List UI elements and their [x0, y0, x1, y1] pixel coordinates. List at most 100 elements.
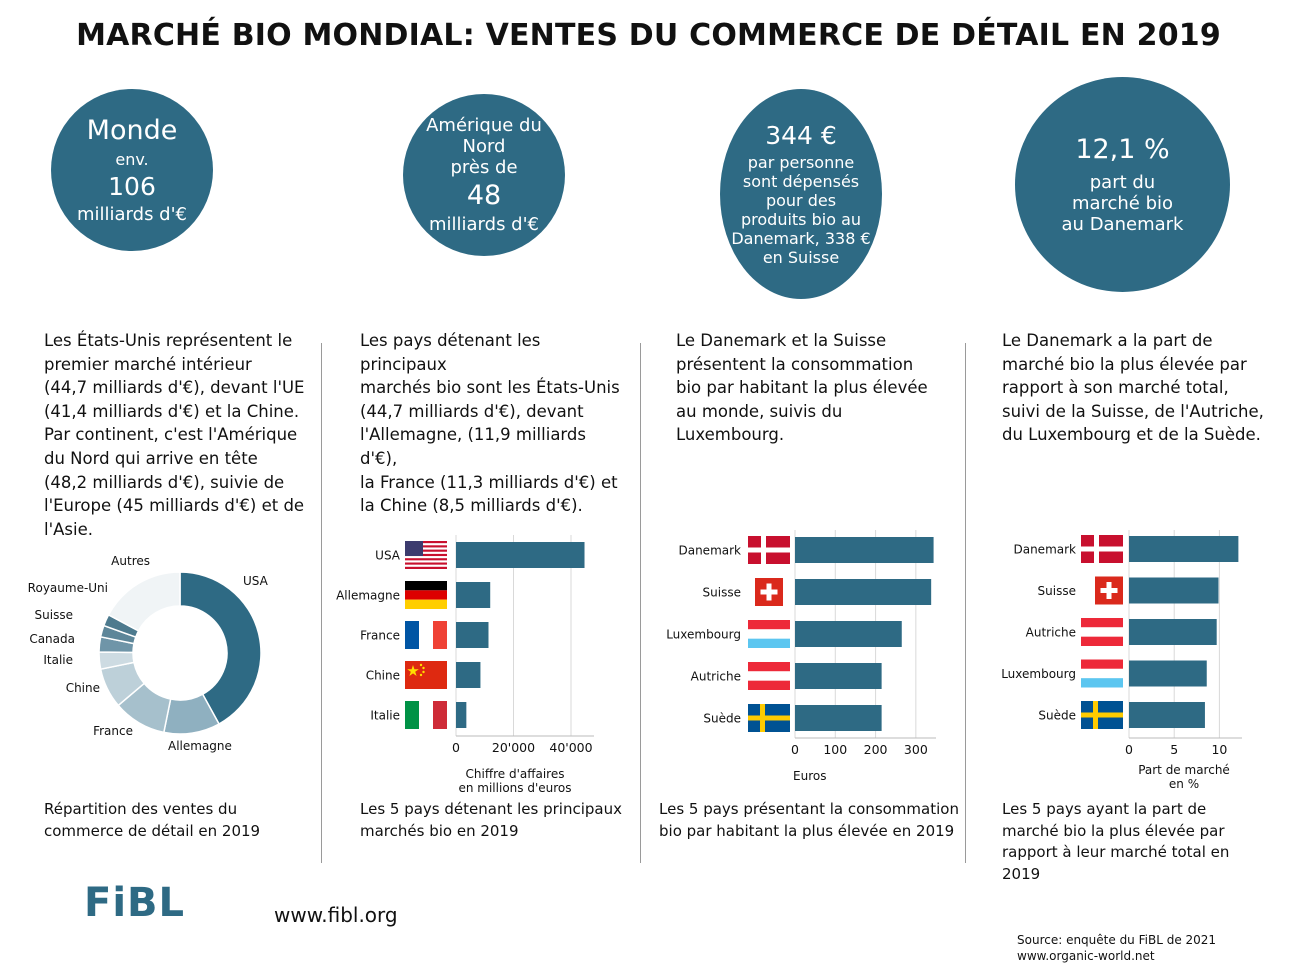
pie-label: Canada: [29, 632, 75, 646]
caption-line: Les 5 pays ayant la part de: [1002, 800, 1207, 818]
category-label: Danemark: [1013, 543, 1076, 557]
circle-line: Danemark, 338 €: [731, 228, 871, 248]
circle-line: 48: [466, 180, 502, 212]
text-line: (44,7 milliards d'€), devant l'UE: [44, 378, 305, 398]
paragraph-market-share: Le Danemark a la part de marché bio la p…: [1002, 329, 1282, 447]
circle-line: Monde: [86, 115, 178, 147]
paragraph-top-markets: Les pays détenant les principaux marchés…: [360, 329, 628, 518]
text-line: du Luxembourg et de la Suède.: [1002, 425, 1261, 445]
fibl-logo: FiBL: [84, 880, 186, 926]
tick-label: 300: [904, 742, 928, 757]
caption-line: marché bio la plus élevée par: [1002, 821, 1225, 840]
text-line: au monde, suivis du: [676, 401, 843, 421]
tick-label: 20'000: [492, 740, 535, 755]
flag-china-icon: [405, 661, 447, 689]
text-line: Le Danemark et la Suisse: [676, 331, 887, 350]
pie-label: Allemagne: [168, 739, 232, 753]
caption-line: commerce de détail en 2019: [44, 821, 261, 840]
tick-label: 0: [791, 742, 799, 757]
pie-label: Autres: [111, 554, 150, 568]
column-divider: [321, 343, 322, 863]
bar-suède: [1129, 702, 1205, 728]
source-note: Source: enquête du FiBL de 2021 www.orga…: [1017, 932, 1216, 964]
category-label: USA: [375, 549, 401, 563]
circle-line: milliards d'€: [428, 214, 539, 236]
caption-market-share: Les 5 pays ayant la part de marché bio l…: [1002, 799, 1277, 885]
pie-label: Chine: [66, 681, 100, 695]
page-title: MARCHÉ BIO MONDIAL: VENTES DU COMMERCE D…: [76, 18, 1221, 53]
source-line: Source: enquête du FiBL de 2021: [1017, 933, 1217, 947]
donut-chart: USA Allemagne France Chine Italie Canada Suiss…: [28, 554, 269, 753]
text-line: la Chine (8,5 milliards d'€).: [360, 496, 583, 516]
text-line: du Nord qui arrive en tête: [44, 448, 258, 468]
circle-line: produits bio au: [740, 209, 862, 229]
text-line: présentent la consommation: [676, 354, 914, 374]
bar-autriche: [1129, 619, 1217, 645]
caption-line: bio par habitant la plus élevée en 2019: [659, 821, 955, 840]
circle-line: part du: [1089, 171, 1156, 193]
text-line: marchés bio sont les États-Unis: [360, 378, 620, 398]
category-label: Suisse: [703, 586, 741, 600]
flag-sweden-icon: [748, 704, 790, 732]
bar-france: [456, 622, 489, 648]
circle-line: Amérique du: [426, 114, 542, 136]
tick-label: 10: [1211, 742, 1227, 757]
text-line: premier marché intérieur: [44, 354, 252, 374]
pie-label: Italie: [43, 653, 73, 667]
text-line: l'Europe (45 milliards d'€) et de: [44, 496, 305, 516]
circle-line: au Danemark: [1061, 214, 1184, 236]
circle-north-america: Amérique du Nord près de 48 milliards d'…: [403, 94, 565, 256]
text-line: la France (11,3 milliards d'€) et: [360, 472, 618, 492]
caption-line: Les 5 pays présentant la consommation: [659, 800, 959, 818]
caption-line: marchés bio en 2019: [360, 821, 519, 840]
bar-chart-top-markets: 0 20'000 40'000 USA Allemagne France Chine Ital…: [336, 535, 594, 795]
category-label: Italie: [370, 709, 400, 723]
flag-austria-icon: [1081, 618, 1123, 646]
text-line: bio par habitant la plus élevée: [676, 378, 928, 398]
flag-switzerland-icon: [1095, 576, 1123, 605]
circle-line: marché bio: [1071, 192, 1174, 214]
circle-line: milliards d'€: [76, 203, 187, 225]
caption-line: Les 5 pays détenant les principaux: [360, 800, 622, 818]
axis-label: en %: [1169, 777, 1199, 791]
circle-line: env.: [115, 150, 149, 170]
circle-line: en Suisse: [762, 247, 840, 267]
circle-line: 344 €: [765, 120, 837, 150]
circle-per-capita: 344 € par personne sont dépensés pour de…: [720, 89, 882, 299]
flag-austria-icon: [748, 662, 790, 690]
bar-danemark: [1129, 536, 1239, 562]
bar-allemagne: [456, 582, 491, 608]
circle-market-share: 12,1 % part du marché bio au Danemark: [1015, 77, 1230, 292]
flag-luxembourg-icon: [1081, 659, 1123, 688]
pie-label: Royaume-Uni: [28, 581, 108, 595]
tick-label: 0: [452, 740, 460, 755]
bar-usa: [456, 542, 585, 568]
website-url[interactable]: www.fibl.org: [274, 903, 398, 927]
axis-label: Part de marché: [1138, 763, 1230, 777]
text-line: (48,2 milliards d'€), suivie de: [44, 472, 285, 492]
axis-label: Chiffre d'affaires: [466, 767, 565, 781]
flag-sweden-icon: [1081, 701, 1123, 729]
bar-suisse: [795, 579, 932, 605]
bar-autriche: [795, 663, 882, 689]
circle-line: 106: [108, 172, 156, 201]
pie-slice-autres: [107, 571, 181, 632]
bar-luxembourg: [795, 621, 902, 647]
text-line: Les pays détenant les principaux: [360, 331, 541, 374]
bar-chart-market-share: 0 5 10 Danemark Suisse Autriche Luxembourg Suèd…: [1001, 530, 1242, 791]
caption-donut: Répartition des ventes du commerce de dé…: [44, 799, 319, 842]
flag-luxembourg-icon: [748, 620, 790, 648]
flag-italy-icon: [405, 701, 447, 729]
text-line: Les États-Unis représentent le: [44, 331, 293, 350]
caption-line: Répartition des ventes du: [44, 800, 238, 818]
circle-line: près de: [450, 157, 518, 179]
bar-danemark: [795, 537, 934, 563]
text-line: (44,7 milliards d'€), devant: [360, 401, 584, 421]
category-label: Autriche: [1026, 626, 1076, 640]
tick-label: 0: [1125, 742, 1133, 757]
text-line: l'Asie.: [44, 519, 93, 539]
circle-line: Nord: [462, 135, 506, 157]
pie-slice-usa: [179, 571, 262, 726]
axis-label: Euros: [793, 769, 826, 783]
